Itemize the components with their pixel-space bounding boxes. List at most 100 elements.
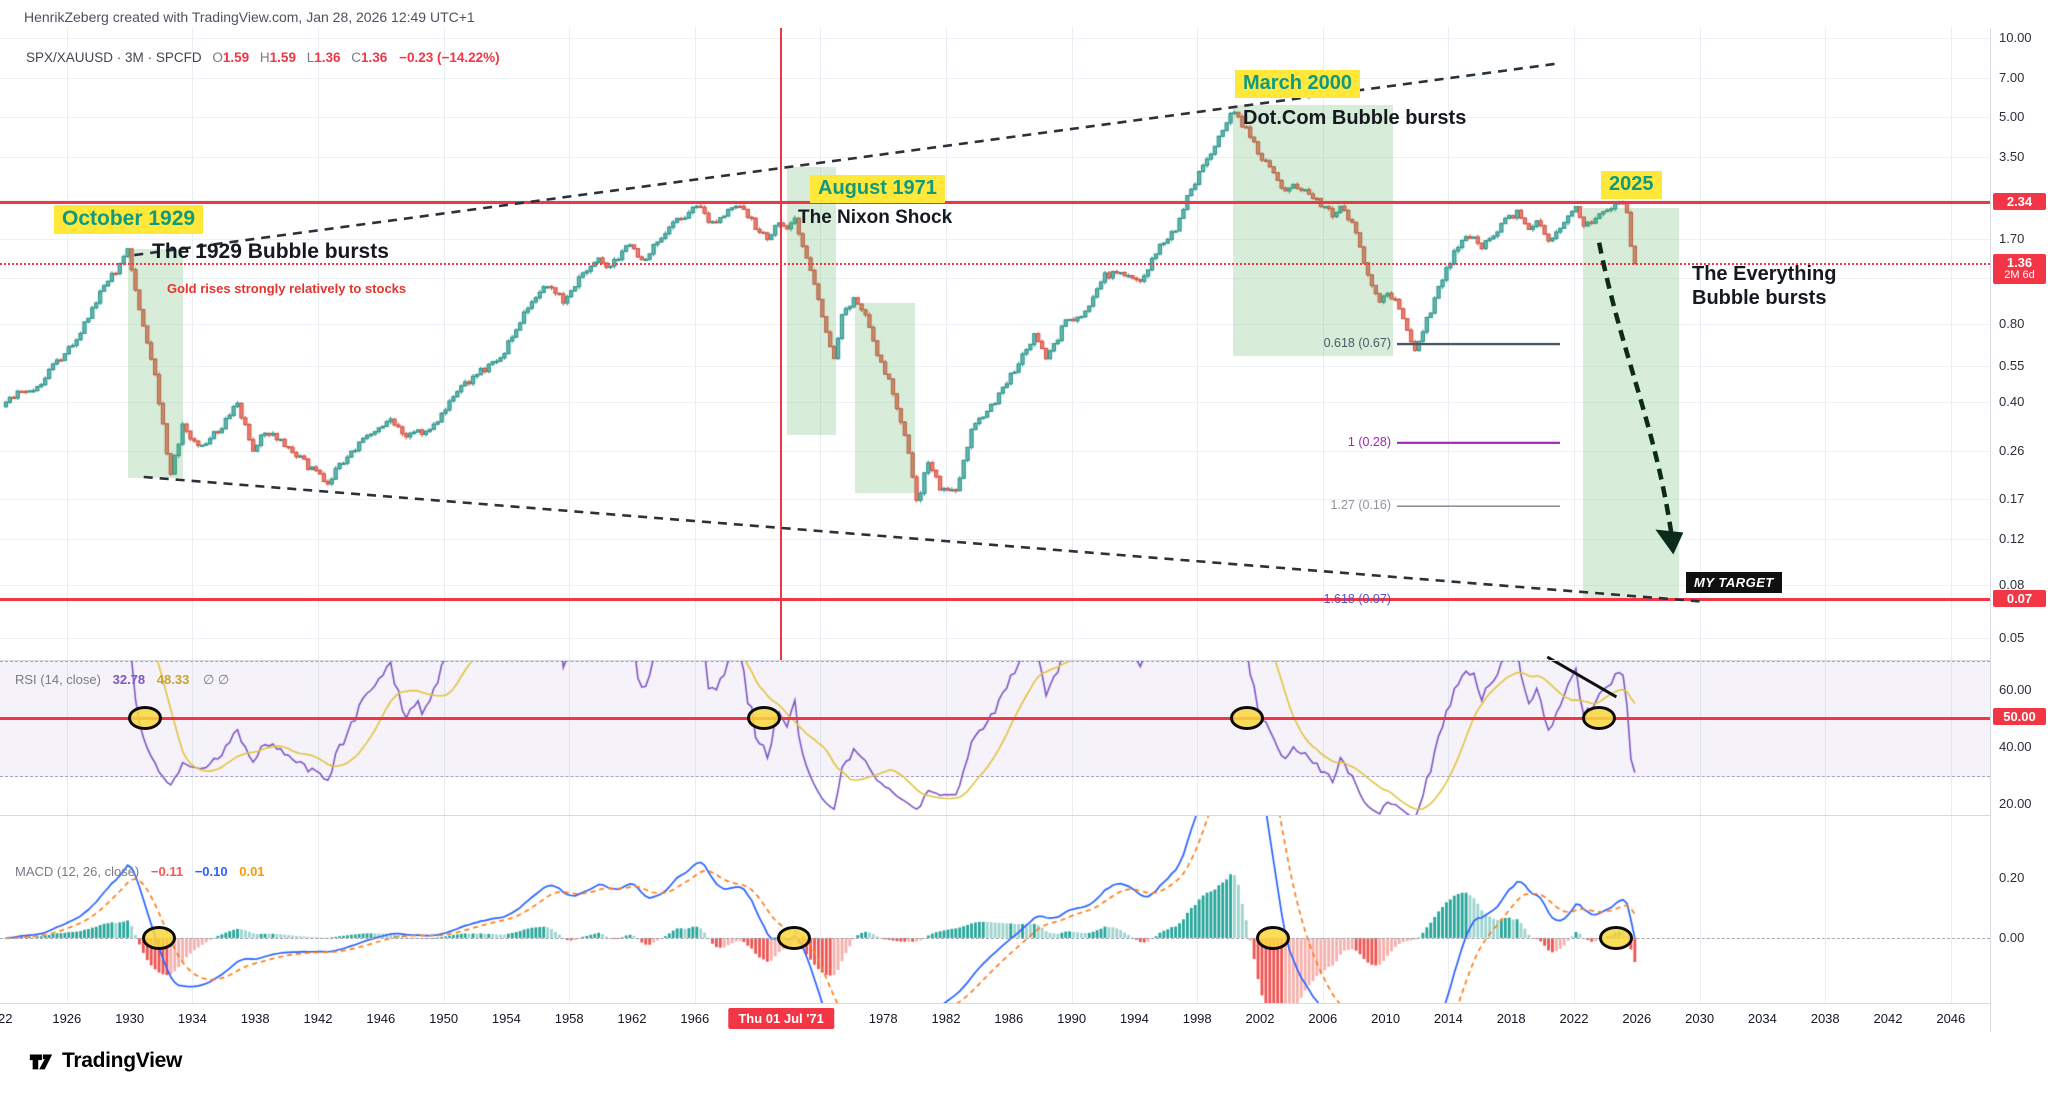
price-badge: 0.07	[1993, 589, 2046, 607]
time-label: 2038	[1810, 1011, 1840, 1026]
rsi-title: RSI (14, close)	[15, 672, 101, 687]
rsi-mid-badge: 50.00	[1993, 708, 2046, 725]
time-label: 1934	[177, 1011, 207, 1026]
price-tick: 10.00	[1999, 30, 2032, 45]
price-tick: 0.40	[1999, 394, 2025, 410]
time-label: 1942	[303, 1011, 333, 1026]
open-label: O	[212, 50, 223, 65]
time-label: 2002	[1245, 1011, 1275, 1026]
time-label: 2006	[1308, 1011, 1338, 1026]
macd-signal-value: 0.01	[239, 864, 265, 879]
rsi-legend[interactable]: RSI (14, close) 32.78 48.33 ∅ ∅	[15, 672, 229, 688]
label-october-1929[interactable]: October 1929	[54, 205, 204, 234]
horizontal-price-line[interactable]	[0, 201, 1990, 204]
horizontal-price-line[interactable]	[0, 598, 1990, 602]
exchange: SPCFD	[155, 50, 202, 65]
time-label: '22	[0, 1011, 13, 1026]
low-label: L	[306, 50, 315, 65]
macd-cross-marker[interactable]	[776, 926, 811, 950]
time-axis[interactable]: '22 1926 1930 1934 1938 1942 1946 1950 1954 1958 1…	[0, 1003, 1990, 1033]
rsi-cross-marker[interactable]	[746, 706, 781, 730]
crosshair-vertical-line[interactable]	[780, 28, 782, 660]
label-everything-bubble[interactable]: The Everything Bubble bursts	[1692, 263, 1837, 309]
price-tick: 0.12	[1999, 530, 2025, 546]
price-tick: 0.80	[1999, 316, 2025, 331]
time-label: 1990	[1057, 1011, 1087, 1026]
macd-cross-marker[interactable]	[1255, 926, 1290, 950]
highlight-zone-dotcom-crash[interactable]	[1233, 105, 1394, 357]
rsi-tick: 40.00	[1999, 738, 2032, 754]
rsi-cross-marker[interactable]	[1582, 706, 1617, 730]
time-label: 1946	[366, 1011, 396, 1026]
time-label: 2022	[1559, 1011, 1589, 1026]
price-tick: 1.70	[1999, 230, 2025, 246]
price-axis[interactable]: 10.00 7.00 5.00 3.50 1.70 0.80 0.55 0.40 0.26 0.1…	[1990, 28, 2048, 1032]
tradingview-brand[interactable]: TradingView	[28, 1048, 182, 1074]
macd-title: MACD (12, 26, close)	[15, 864, 140, 879]
fib-label[interactable]: 1.618 (0.07)	[1323, 591, 1391, 606]
time-label: 1978	[868, 1011, 898, 1026]
time-label: 2042	[1873, 1011, 1903, 1026]
rsi-cross-marker[interactable]	[128, 706, 163, 730]
time-label: 2026	[1622, 1011, 1652, 1026]
rsi-cross-marker[interactable]	[1230, 706, 1265, 730]
price-tick: 3.50	[1999, 148, 2025, 164]
time-label: 2030	[1685, 1011, 1715, 1026]
label-1929-bubble[interactable]: The 1929 Bubble bursts	[152, 240, 389, 263]
fib-label[interactable]: 1.27 (0.16)	[1330, 498, 1391, 513]
macd-legend[interactable]: MACD (12, 26, close) −0.11 −0.10 0.01	[15, 864, 265, 879]
price-tick: 5.00	[1999, 108, 2025, 124]
change-value: −0.23 (−14.22%)	[399, 50, 500, 65]
macd-hist-value: −0.11	[150, 864, 184, 879]
time-label: 2046	[1936, 1011, 1966, 1026]
time-label: 1930	[115, 1011, 145, 1026]
label-march-2000[interactable]: March 2000	[1235, 70, 1360, 98]
time-label: 1938	[240, 1011, 270, 1026]
highlight-zone-1976-1980-decline[interactable]	[854, 303, 915, 493]
label-my-target[interactable]: MY TARGET	[1686, 572, 1782, 593]
label-nixon-shock[interactable]: The Nixon Shock	[798, 207, 953, 228]
pane-separator[interactable]	[0, 815, 1990, 816]
pane-separator[interactable]	[0, 660, 1990, 661]
price-tick: 7.00	[1999, 70, 2025, 86]
time-label: 1926	[52, 1011, 82, 1026]
interval: 3M	[125, 50, 144, 65]
time-label: 1998	[1182, 1011, 1212, 1026]
horizontal-price-line[interactable]	[0, 262, 1990, 265]
time-label: 1982	[931, 1011, 961, 1026]
symbol-name: SPX/XAUUSD	[26, 50, 114, 65]
rsi-ma-value: 48.33	[156, 672, 190, 687]
price-tick: 0.17	[1999, 491, 2025, 507]
macd-cross-marker[interactable]	[1599, 926, 1634, 950]
high-label: H	[259, 50, 270, 65]
time-label: 2018	[1496, 1011, 1526, 1026]
tradingview-logo-icon	[29, 1054, 53, 1070]
macd-cross-marker[interactable]	[142, 926, 177, 950]
rsi-value: 32.78	[112, 672, 146, 687]
crosshair-time-badge: Thu 01 Jul '71	[728, 1008, 834, 1029]
rsi-50-line[interactable]	[0, 717, 1990, 720]
time-label: 2034	[1747, 1011, 1777, 1026]
label-dotcom-bubble[interactable]: Dot.Com Bubble bursts	[1243, 107, 1467, 129]
fib-label[interactable]: 1 (0.28)	[1347, 434, 1391, 449]
highlight-zone-1929-crash[interactable]	[128, 249, 183, 479]
time-label: 1966	[680, 1011, 710, 1026]
price-tick: 0.08	[1999, 576, 2025, 592]
rsi-hidden-values-icon: ∅ ∅	[202, 672, 230, 687]
label-2025[interactable]: 2025	[1601, 171, 1662, 199]
credit-line: HenrikZeberg created with TradingView.co…	[24, 9, 475, 25]
time-label: 1994	[1119, 1011, 1149, 1026]
symbol-legend[interactable]: SPX/XAUUSD · 3M · SPCFD O1.59 H1.59 L1.3…	[26, 50, 500, 65]
time-label: 1962	[617, 1011, 647, 1026]
price-tick: 0.55	[1999, 358, 2025, 374]
chart-canvas[interactable]	[0, 28, 1990, 1003]
fib-label[interactable]: 0.618 (0.67)	[1323, 336, 1391, 350]
highlight-zone-everything-crash[interactable]	[1583, 207, 1680, 599]
rsi-tick: 20.00	[1999, 795, 2032, 811]
time-label: 1954	[491, 1011, 521, 1026]
label-gold-rises[interactable]: Gold rises strongly relatively to stocks	[167, 281, 407, 296]
label-august-1971[interactable]: August 1971	[810, 175, 945, 203]
time-label: 2014	[1433, 1011, 1463, 1026]
low-value: 1.36	[314, 50, 341, 65]
